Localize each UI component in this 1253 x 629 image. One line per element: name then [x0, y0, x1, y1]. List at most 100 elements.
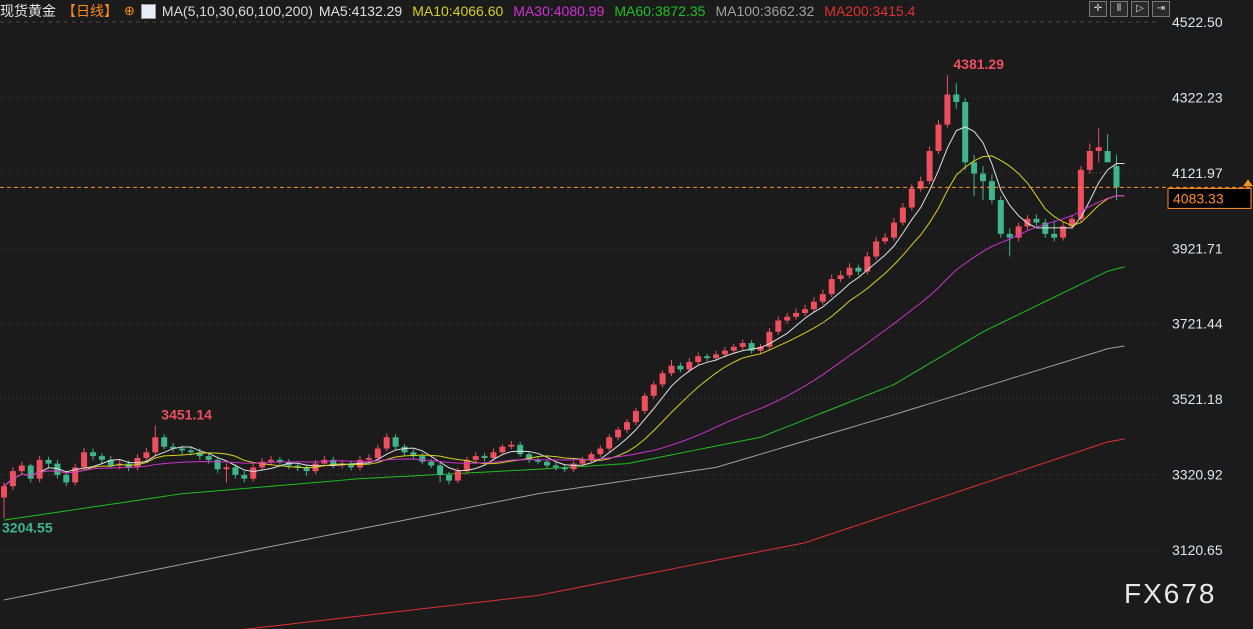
candle-body	[214, 459, 221, 470]
candle-body	[499, 446, 506, 453]
candle-body	[552, 465, 559, 468]
candle-body	[1113, 166, 1120, 188]
ma-value-0: MA5:4132.29	[318, 3, 403, 19]
candle-body	[597, 448, 604, 455]
candle-body	[855, 267, 862, 272]
candle-body	[864, 256, 871, 272]
candle-body	[1104, 151, 1111, 163]
candle-body	[624, 422, 630, 430]
candle-body	[348, 463, 355, 468]
candle-body	[205, 456, 212, 460]
candle-body	[1033, 218, 1040, 223]
candle-body	[819, 294, 826, 302]
candle-body	[775, 320, 782, 332]
scroll-up-arrow-icon	[1243, 179, 1253, 187]
candle-body	[268, 459, 274, 462]
candle-body	[152, 437, 159, 453]
candle-body	[971, 162, 978, 174]
candle-body	[739, 343, 746, 347]
y-tick-label: 4322.23	[1172, 89, 1223, 105]
chart-legend: 现货黄金 【日线】 ⊕ MA(5,10,30,60,100,200) MA5:4…	[0, 2, 915, 20]
candle-body	[935, 124, 942, 152]
price-annotation: 3204.55	[2, 519, 53, 535]
candle-body	[241, 474, 248, 479]
chart-toolbar: ✛ ⫴ ▷ ⇥	[1089, 1, 1170, 17]
candle-body	[606, 437, 613, 449]
symbol-name: 现货黄金	[0, 3, 56, 19]
candle-body	[170, 446, 177, 449]
candle-body	[997, 199, 1004, 234]
y-tick-label: 3320.92	[1172, 467, 1223, 483]
zoom-bars-icon[interactable]: ⫴	[1110, 1, 1128, 17]
ma-value-4: MA100:3662.32	[715, 3, 815, 19]
candle-body	[579, 459, 586, 464]
play-icon[interactable]: ▷	[1131, 1, 1149, 17]
candle-body	[392, 437, 399, 447]
candle-body	[18, 465, 25, 472]
candle-body	[784, 316, 791, 321]
candle-body	[1069, 218, 1075, 227]
candle-body	[766, 331, 773, 347]
candle-body	[276, 459, 283, 462]
candle-body	[196, 452, 203, 457]
candle-body	[953, 94, 960, 103]
move-right-icon[interactable]: ⇥	[1152, 1, 1170, 17]
crosshair-icon[interactable]: ✛	[1089, 1, 1107, 17]
candle-body	[1015, 226, 1022, 238]
candle-body	[259, 461, 266, 468]
candle-body	[793, 312, 800, 317]
candle-body	[90, 452, 96, 457]
candle-body	[828, 279, 835, 295]
candle-body	[303, 467, 310, 472]
candle-body	[668, 365, 675, 374]
candle-body	[365, 457, 372, 460]
price-annotation: 3451.14	[161, 407, 212, 423]
candle-body	[962, 102, 969, 163]
y-tick-label: 3921.71	[1172, 240, 1223, 256]
period-selector[interactable]: 【日线】	[62, 3, 118, 19]
candle-body	[802, 309, 808, 313]
candle-body	[161, 437, 168, 447]
candle-body	[1086, 151, 1093, 170]
candle-body	[677, 365, 684, 370]
candle-body	[526, 454, 533, 460]
y-tick-label: 4522.50	[1172, 14, 1223, 30]
candle-body	[1, 486, 7, 498]
candle-body	[757, 346, 764, 351]
y-tick-label: 3521.18	[1172, 391, 1223, 407]
candle-body	[1051, 233, 1058, 238]
watermark: FX678	[1124, 578, 1217, 609]
candle-body	[1006, 233, 1013, 238]
candle-body	[45, 459, 52, 464]
ma5-line	[3, 126, 1125, 487]
candle-body	[1024, 218, 1031, 227]
candle-body	[891, 222, 897, 238]
candle-body	[926, 151, 933, 182]
candle-body	[837, 275, 844, 280]
ma60-line	[3, 266, 1125, 521]
candle-body	[615, 429, 622, 438]
ma-value-5: MA200:3415.4	[824, 3, 916, 19]
ma10-line	[3, 155, 1125, 487]
candle-body	[944, 94, 951, 125]
candle-body	[330, 459, 337, 466]
candle-body	[454, 471, 461, 481]
indicator-chart-icon[interactable]	[140, 3, 156, 19]
ma-value-1: MA10:4066.60	[412, 3, 504, 19]
candle-body	[410, 452, 417, 457]
candle-body	[588, 454, 595, 460]
settings-circle-icon[interactable]: ⊕	[124, 3, 135, 18]
candle-body	[81, 452, 88, 468]
candle-body	[1077, 169, 1084, 219]
candle-body	[250, 467, 257, 479]
candle-body	[713, 354, 719, 359]
candle-body	[179, 448, 185, 451]
ma30-line	[3, 195, 1125, 487]
candle-body	[632, 410, 639, 423]
candle-body	[659, 373, 666, 385]
candle-body	[143, 452, 150, 458]
candle-body	[446, 474, 452, 481]
candle-body	[917, 181, 924, 189]
last-price-label: 4083.33	[1173, 190, 1224, 206]
ma100-line	[3, 345, 1125, 601]
